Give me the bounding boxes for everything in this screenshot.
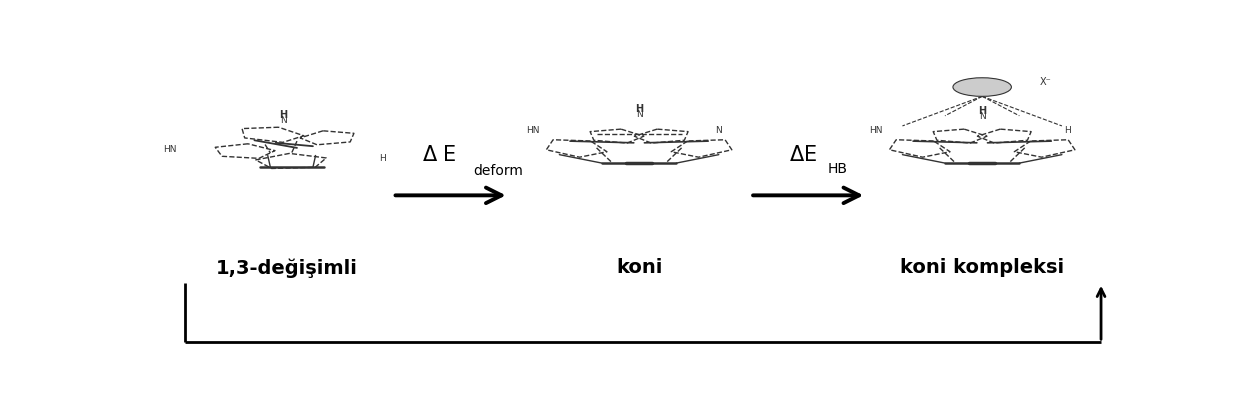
Text: deform: deform [473, 164, 522, 178]
Text: koni: koni [616, 258, 662, 277]
Text: H: H [279, 110, 288, 120]
Text: $\Delta$E: $\Delta$E [789, 145, 818, 166]
Text: H: H [1064, 126, 1071, 136]
Text: H: H [635, 104, 643, 114]
Text: koni kompleksi: koni kompleksi [900, 258, 1064, 277]
Text: HN: HN [869, 126, 883, 136]
Text: HN: HN [526, 126, 540, 136]
Text: N: N [636, 111, 642, 119]
Text: X⁻: X⁻ [1040, 77, 1051, 87]
Text: HB: HB [828, 162, 848, 176]
Text: $\Delta$ E: $\Delta$ E [421, 145, 456, 166]
Text: H: H [978, 106, 986, 116]
Text: N: N [716, 126, 722, 136]
Text: N: N [979, 112, 985, 120]
Text: H: H [379, 154, 385, 162]
Circle shape [953, 78, 1011, 96]
Text: 1,3-değişimli: 1,3-değişimli [216, 258, 358, 278]
Text: HN: HN [162, 145, 176, 154]
Text: N: N [281, 115, 287, 124]
